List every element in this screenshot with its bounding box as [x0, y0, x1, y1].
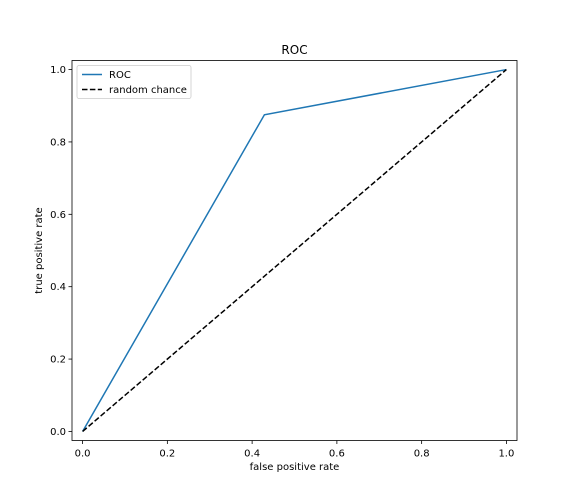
chart-title: ROC	[281, 43, 307, 57]
y-tick-label: 0.0	[50, 427, 66, 438]
legend-label-roc: ROC	[109, 70, 131, 81]
series-line-roc	[81, 68, 507, 432]
x-tick-label: 0.6	[329, 449, 345, 460]
legend: ROC random chance	[76, 65, 192, 99]
plot-area	[81, 68, 507, 433]
legend-label-random-chance: random chance	[109, 85, 187, 96]
x-tick-label: 0.8	[414, 449, 430, 460]
x-axis: 0.0 0.2 0.4 0.6 0.8 1.0	[75, 440, 514, 460]
x-tick-label: 0.2	[159, 449, 175, 460]
x-axis-label: false positive rate	[250, 462, 340, 473]
y-tick-label: 0.6	[50, 210, 66, 221]
plot-frame	[71, 60, 518, 441]
y-tick-label: 0.8	[50, 137, 66, 148]
y-tick-label: 1.0	[50, 65, 66, 76]
x-tick-label: 0.4	[244, 449, 260, 460]
x-tick-label: 0.0	[75, 449, 91, 460]
x-tick-label: 1.0	[498, 449, 514, 460]
y-tick-label: 0.2	[50, 355, 66, 366]
series-line-random-chance	[82, 68, 507, 433]
y-axis: 0.0 0.2 0.4 0.6 0.8 1.0	[50, 65, 72, 438]
y-axis-label: true positive rate	[34, 207, 45, 293]
legend-box	[76, 65, 192, 99]
y-tick-label: 0.4	[50, 282, 66, 293]
